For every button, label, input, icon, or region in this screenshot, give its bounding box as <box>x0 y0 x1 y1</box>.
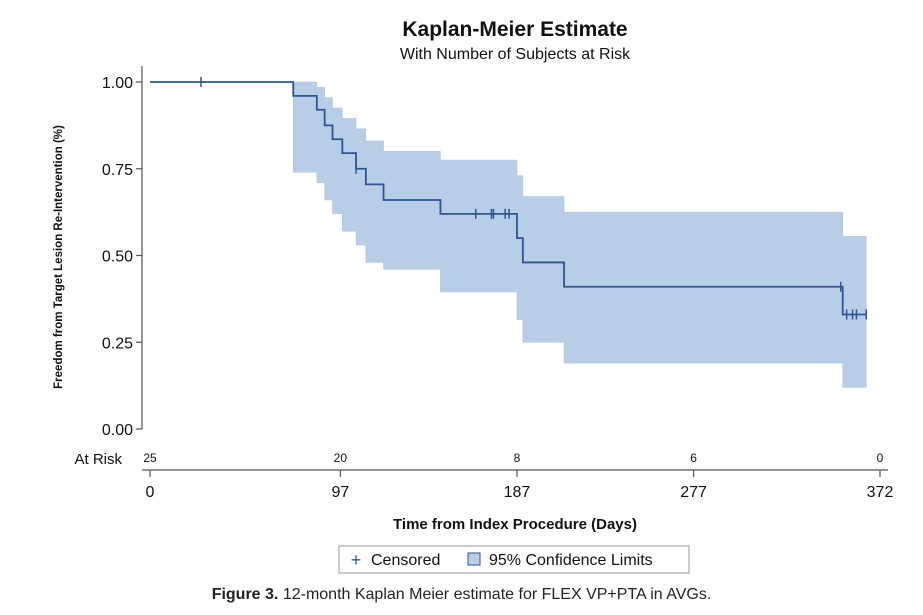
x-tick-label: 187 <box>504 484 531 501</box>
legend-censored-symbol: + <box>351 550 362 570</box>
at-risk-count: 0 <box>877 451 884 465</box>
plot-area <box>150 77 868 388</box>
at-risk-row: 25 20 8 6 0 <box>143 451 883 465</box>
y-axis-label: Freedom from Target Lesion Re-Interventi… <box>53 125 65 389</box>
at-risk-count: 6 <box>690 451 697 465</box>
caption-text: 12-month Kaplan Meier estimate for FLEX … <box>278 586 712 603</box>
x-axis-label: Time from Index Procedure (Days) <box>393 516 637 533</box>
kaplan-meier-chart: Kaplan-Meier Estimate With Number of Sub… <box>53 18 894 574</box>
confidence-band <box>150 81 867 388</box>
x-tick-label: 0 <box>146 484 155 501</box>
caption-label: Figure 3. <box>211 586 279 603</box>
y-tick-label: 0.75 <box>102 162 133 179</box>
y-tick-label: 1.00 <box>102 75 133 92</box>
chart-title: Kaplan-Meier Estimate <box>402 18 627 41</box>
y-tick-label: 0.25 <box>102 335 133 352</box>
legend-censored-label: Censored <box>371 552 440 569</box>
at-risk-label: At Risk <box>74 451 122 468</box>
figure-caption: Figure 3. 12-month Kaplan Meier estimate… <box>0 586 923 604</box>
legend-ci-swatch <box>467 552 481 566</box>
at-risk-count: 20 <box>334 451 348 465</box>
x-tick-label: 372 <box>867 484 894 501</box>
y-tick-label: 0.50 <box>102 249 133 266</box>
legend-frame <box>338 545 690 574</box>
axes: 0.00 0.25 0.50 0.75 1.00 0 97 187 277 372 <box>102 66 894 501</box>
y-tick-label: 0.00 <box>102 422 133 439</box>
at-risk-count: 25 <box>143 451 157 465</box>
chart-subtitle: With Number of Subjects at Risk <box>400 46 631 63</box>
at-risk-count: 8 <box>514 451 521 465</box>
legend: + Censored 95% Confidence Limits <box>338 545 690 574</box>
legend-ci-label: 95% Confidence Limits <box>489 552 653 569</box>
survival-curve <box>150 81 867 316</box>
x-tick-label: 277 <box>680 484 707 501</box>
x-tick-label: 97 <box>331 484 349 501</box>
